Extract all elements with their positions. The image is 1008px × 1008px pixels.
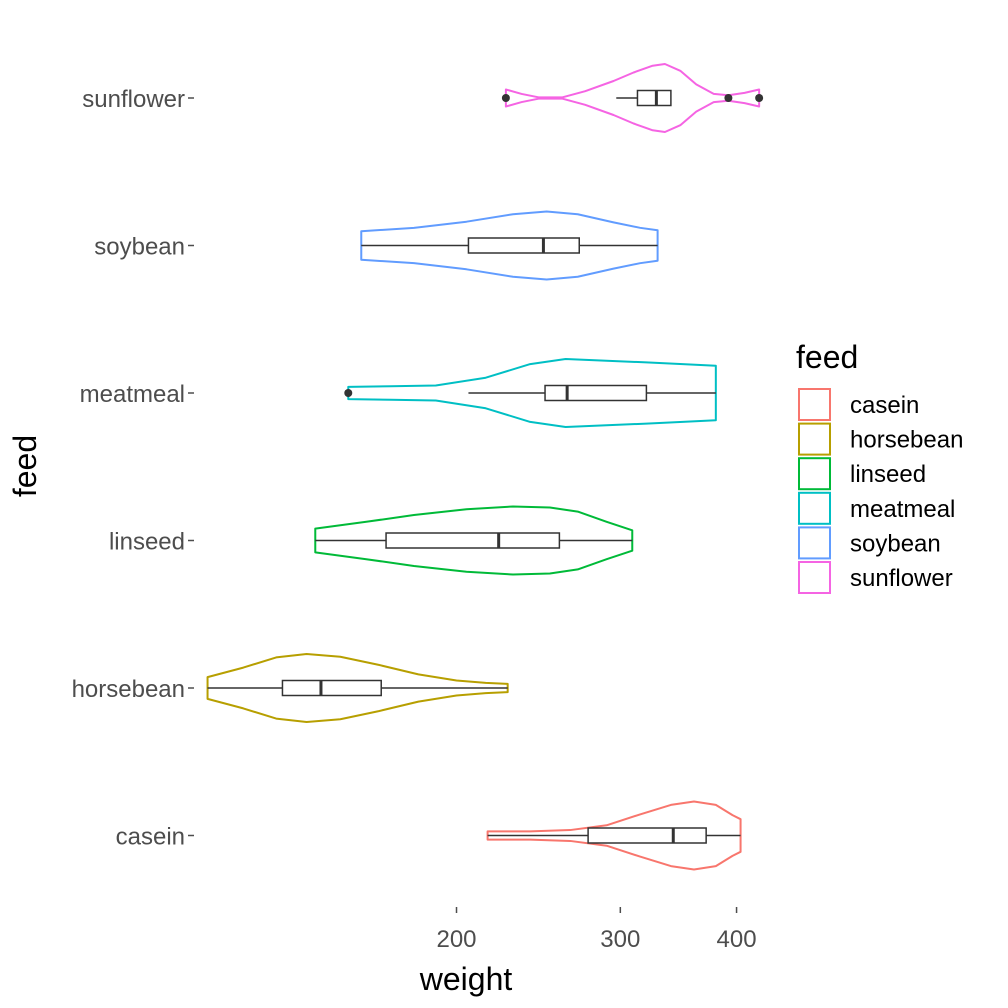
violin-sunflower <box>504 63 761 133</box>
x-axis: 200 300 400 <box>436 907 757 953</box>
legend-label: meatmeal <box>850 496 955 523</box>
box-iqr <box>636 89 672 107</box>
box-iqr <box>281 679 382 697</box>
boxplot-meatmeal <box>344 384 716 402</box>
legend-key-meatmeal <box>798 491 831 525</box>
y-tick-label: meatmeal <box>80 381 185 408</box>
boxplot-horsebean <box>207 679 508 697</box>
x-tick-label: 200 <box>436 926 476 953</box>
legend-label: soybean <box>850 530 941 557</box>
legend-label: horsebean <box>850 427 963 454</box>
box-iqr <box>385 532 561 549</box>
box-iqr <box>467 237 581 254</box>
y-tick-label: sunflower <box>82 86 185 113</box>
legend-label: sunflower <box>850 565 953 592</box>
legend-label: linseed <box>850 461 926 488</box>
y-axis: casein horsebean linseed meatmeal soybean sun… <box>72 86 194 851</box>
y-tick-label: horsebean <box>72 676 185 703</box>
x-tick-label: 400 <box>717 926 757 953</box>
outlier-point <box>344 389 353 397</box>
plot-area <box>206 63 764 871</box>
y-tick-label: linseed <box>109 529 185 556</box>
y-axis-title: feed <box>7 435 43 497</box>
x-tick-label: 300 <box>600 926 640 953</box>
x-axis-title: weight <box>419 961 513 997</box>
y-tick-label: soybean <box>94 234 185 261</box>
legend-label: casein <box>850 392 919 419</box>
legend-key-linseed <box>798 457 831 491</box>
boxplot-soybean <box>361 237 658 254</box>
legend-key-horsebean <box>798 422 831 456</box>
y-tick-label: casein <box>116 824 185 851</box>
legend: feed casein horsebean linseed meatmeal soybe… <box>796 339 963 594</box>
legend-key-sunflower <box>798 561 831 594</box>
legend-key-soybean <box>798 526 831 560</box>
legend-title: feed <box>796 339 858 375</box>
legend-key-casein <box>798 388 831 421</box>
outlier-point <box>755 94 764 102</box>
box-iqr <box>587 827 707 844</box>
box-iqr <box>544 384 648 402</box>
violin-linseed <box>314 505 634 576</box>
violin-meatmeal <box>347 358 717 428</box>
violin-casein <box>486 800 742 871</box>
violin-soybean <box>360 210 659 281</box>
boxplot-casein <box>487 827 741 844</box>
violin-horsebean <box>206 653 509 723</box>
boxplot-linseed <box>315 532 633 549</box>
outlier-point <box>501 94 510 102</box>
boxplot-sunflower <box>501 89 764 107</box>
outlier-point <box>724 94 733 102</box>
